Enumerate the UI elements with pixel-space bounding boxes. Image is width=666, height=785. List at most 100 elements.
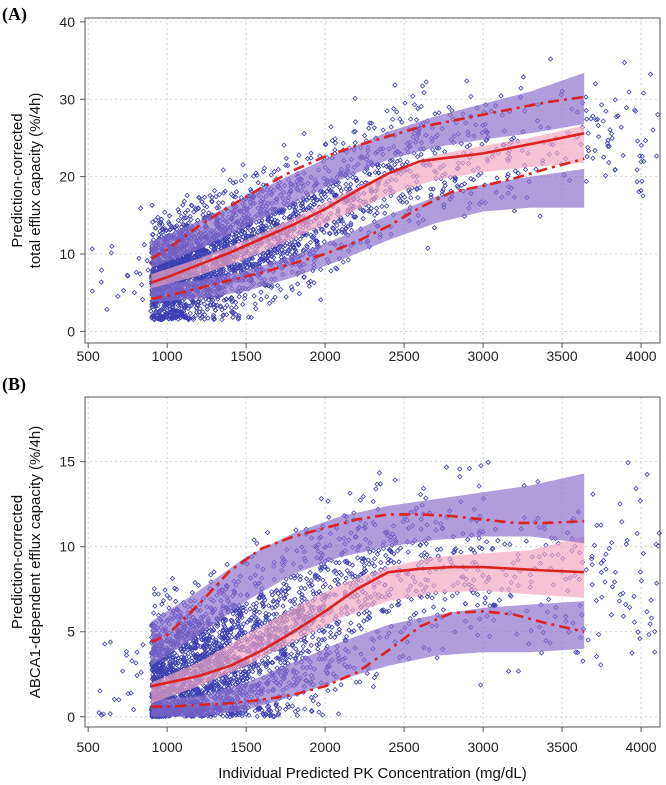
data-point (457, 466, 463, 472)
data-point (184, 192, 190, 199)
data-point (314, 642, 320, 648)
data-point (285, 162, 291, 169)
data-point (170, 315, 177, 321)
data-point (272, 211, 278, 217)
data-point (167, 659, 173, 666)
data-point (234, 676, 240, 683)
data-point (120, 287, 127, 294)
x-tick-label: 3000 (467, 348, 498, 364)
data-point (485, 459, 491, 465)
data-point (452, 176, 459, 182)
data-point (172, 224, 179, 230)
data-point (476, 483, 482, 489)
data-point (588, 116, 594, 122)
data-point (131, 289, 137, 296)
data-point (338, 682, 344, 688)
data-point (457, 473, 463, 480)
data-point (224, 302, 230, 309)
median-ci-band (151, 125, 585, 289)
data-point (474, 602, 481, 608)
data-point (204, 204, 210, 210)
data-point (174, 313, 181, 320)
data-point (104, 306, 110, 313)
data-point (458, 549, 464, 555)
data-point (260, 168, 267, 175)
data-point (585, 130, 591, 136)
data-point (210, 297, 216, 304)
data-point (454, 590, 460, 596)
data-point (452, 174, 459, 181)
data-point (644, 471, 650, 478)
data-point (230, 297, 236, 304)
data-point (195, 253, 202, 260)
data-point (633, 485, 639, 492)
data-point (215, 200, 222, 206)
data-point (227, 177, 233, 183)
data-point (136, 255, 142, 261)
data-point (537, 213, 543, 219)
data-point (621, 59, 628, 66)
data-point (334, 222, 340, 229)
data-point (271, 713, 278, 720)
data-point (389, 157, 395, 163)
x-tick-label: 2500 (389, 348, 420, 364)
data-point (307, 583, 313, 589)
data-point (98, 267, 105, 273)
data-point (270, 220, 277, 226)
data-point (351, 214, 357, 220)
data-point (153, 225, 159, 231)
data-point (274, 282, 281, 289)
data-point (434, 655, 440, 661)
data-point (144, 258, 150, 264)
data-point (156, 219, 163, 226)
data-point (361, 618, 367, 624)
data-point (631, 593, 637, 600)
data-point (163, 310, 169, 317)
observed-median-line (150, 132, 585, 284)
data-point (318, 297, 324, 303)
data-point (332, 147, 338, 153)
data-point (185, 642, 191, 649)
data-point (276, 597, 282, 603)
data-point (319, 627, 325, 633)
data-point (318, 196, 324, 202)
data-point (350, 574, 356, 580)
data-point (204, 303, 210, 310)
data-point (278, 286, 284, 293)
data-point (243, 233, 249, 240)
data-point (650, 127, 656, 133)
data-point (388, 165, 394, 171)
data-point (342, 230, 348, 236)
data-point (385, 162, 392, 169)
data-point (182, 314, 188, 321)
data-point (181, 308, 187, 314)
data-point (167, 306, 173, 313)
data-point (626, 89, 632, 95)
data-point (394, 158, 401, 164)
data-point (574, 649, 581, 656)
data-point (275, 166, 281, 173)
data-point (309, 708, 315, 715)
data-point (265, 655, 271, 661)
data-point (634, 530, 640, 537)
data-point (214, 302, 220, 308)
data-point (251, 663, 257, 669)
data-point (242, 173, 249, 179)
data-point (600, 557, 607, 564)
data-point (186, 654, 192, 660)
data-point (592, 147, 598, 154)
data-point (417, 184, 423, 191)
data-point (415, 194, 421, 201)
data-point (248, 255, 255, 261)
data-point (183, 215, 189, 221)
data-point (255, 180, 261, 186)
data-point (580, 658, 586, 664)
data-point (407, 116, 414, 122)
data-point (183, 303, 189, 309)
data-point (208, 270, 215, 276)
data-point (213, 193, 219, 200)
data-point (129, 658, 135, 664)
data-point (230, 180, 236, 186)
data-point (98, 279, 105, 285)
data-point (253, 662, 260, 669)
